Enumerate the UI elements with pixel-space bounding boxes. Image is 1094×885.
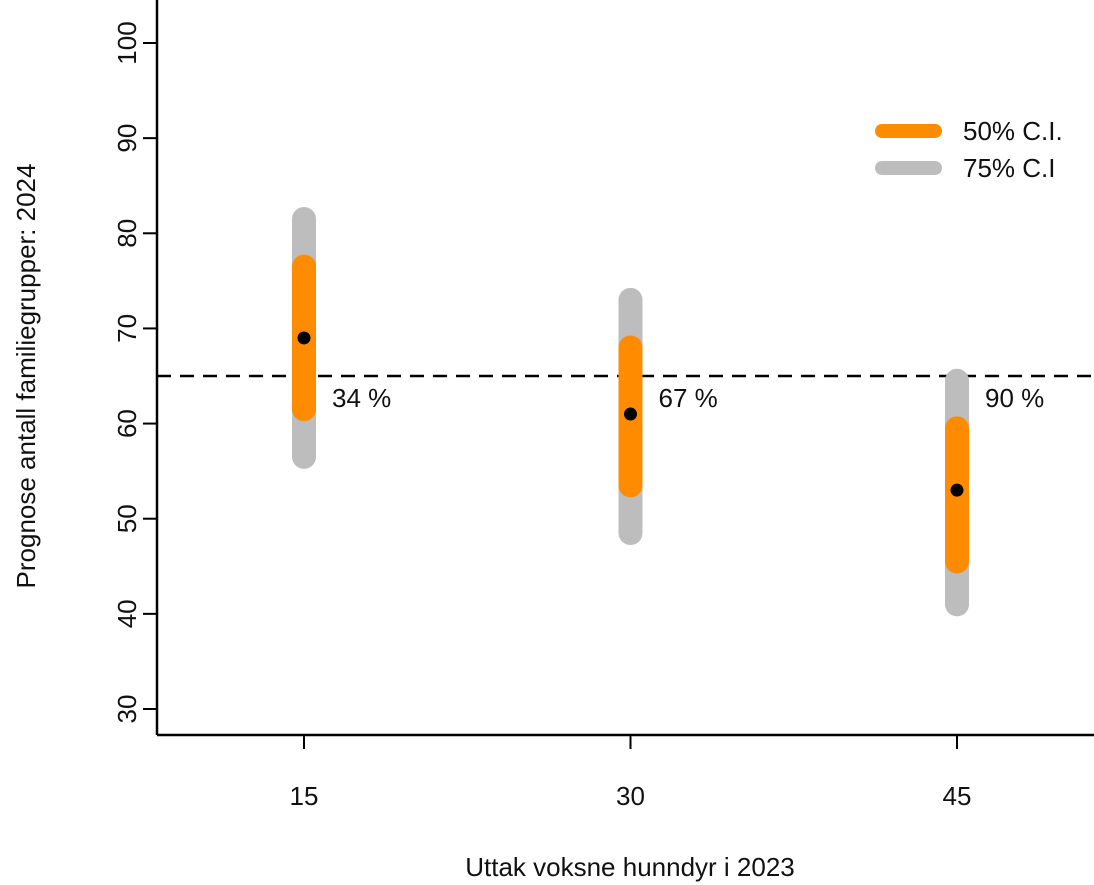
y-tick-label: 30 <box>112 695 142 724</box>
y-axis-label: Prognose antall familiegrupper: 2024 <box>11 164 41 589</box>
legend: 50% C.I. 75% C.I <box>875 116 1063 183</box>
y-tick-label: 90 <box>112 124 142 153</box>
y-tick-label: 60 <box>112 409 142 438</box>
probability-label: 90 % <box>985 383 1044 413</box>
probability-label: 67 % <box>659 383 718 413</box>
y-tick-label: 50 <box>112 504 142 533</box>
legend-label: 50% C.I. <box>963 116 1063 146</box>
legend-label: 75% C.I <box>963 153 1056 183</box>
x-tick-label: 15 <box>290 781 319 811</box>
x-tick-label: 30 <box>616 781 645 811</box>
y-tick-label: 40 <box>112 599 142 628</box>
plot-area: 30 40 50 60 70 80 90 100 15 30 45 34 % 67 % 90 % <box>112 0 1094 811</box>
y-tick-label: 100 <box>112 21 142 64</box>
median-point <box>950 483 964 497</box>
median-point <box>624 407 637 421</box>
median-point <box>297 331 311 345</box>
y-tick-label: 70 <box>112 314 142 343</box>
y-tick-label: 80 <box>112 219 142 248</box>
probability-label: 34 % <box>332 383 391 413</box>
x-tick-label: 45 <box>943 781 972 811</box>
x-axis-label: Uttak voksne hunndyr i 2023 <box>465 852 795 882</box>
